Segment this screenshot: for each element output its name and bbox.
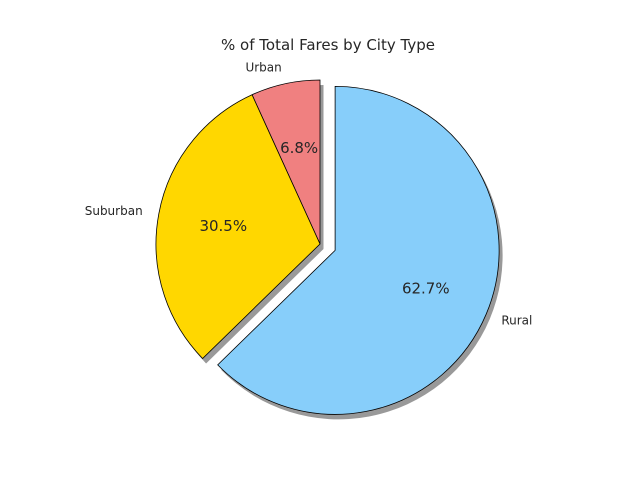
slice-label-urban: Urban [245, 61, 281, 75]
pie-slice-rural [217, 85, 500, 415]
slice-percent-suburban: 30.5% [199, 217, 247, 235]
slice-label-rural: Rural [501, 313, 532, 327]
slice-label-suburban: Suburban [85, 204, 143, 218]
slice-percent-urban: 6.8% [280, 139, 318, 157]
chart-title: % of Total Fares by City Type [221, 36, 435, 54]
pie-slice-suburban [155, 94, 321, 360]
slice-layer [155, 79, 500, 415]
label-layer: Urban 6.8% Suburban 30.5% Rural 62.7% [85, 61, 533, 328]
slice-percent-rural: 62.7% [402, 280, 450, 298]
